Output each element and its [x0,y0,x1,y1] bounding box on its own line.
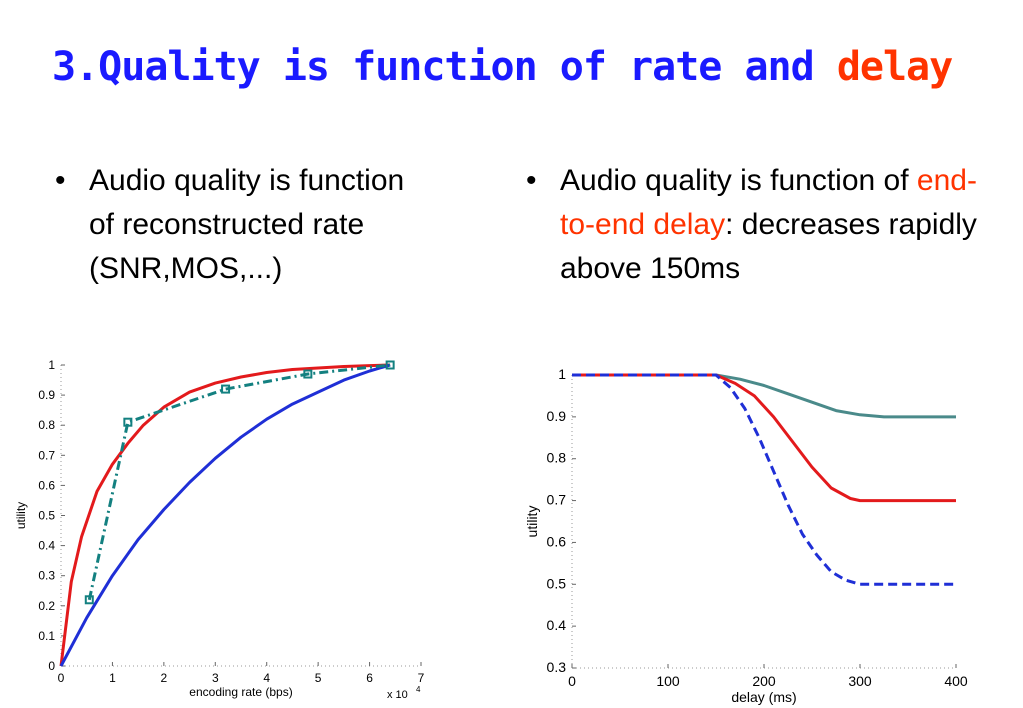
data-point-marker [303,369,313,379]
y-tick-label: 1 [558,366,566,382]
left-bullet: • Audio quality is function of reconstru… [55,159,409,291]
x-tick-label: 100 [656,673,680,689]
left-bullet-text: Audio quality is function of reconstruct… [89,164,405,285]
x-tick-label: 6 [366,671,373,685]
y-axis-label: utility [524,506,540,538]
y-tick-label: 0 [48,659,55,673]
series-line-dashed-blue [572,373,956,586]
y-tick-label: 0.6 [38,478,55,492]
y-tick-label: 0.5 [38,509,55,523]
x-tick-label: 0 [58,671,65,685]
y-tick-label: 0.7 [38,448,55,462]
delay-utility-chart: 0.3 0.4 0.5 0.6 0.7 0.8 0.9 1 0 100 200 300 400 delay… [524,366,968,705]
data-point-marker [123,417,133,427]
y-tick-label: 0.7 [547,492,567,508]
y-tick-label: 0.4 [38,539,55,553]
x-tick-label: 300 [848,673,872,689]
data-point-marker [221,384,231,394]
y-tick-label: 1 [48,358,55,372]
x-multiplier-label: x 10 [387,689,408,701]
x-multiplier-exponent: 4 [416,685,421,694]
x-tick-label: 0 [568,673,576,689]
x-tick-label: 5 [315,671,322,685]
x-axis-label: delay (ms) [731,689,796,705]
y-tick-label: 0.9 [547,408,567,424]
rate-utility-chart: 0 0.1 0.2 0.3 0.4 0.5 0.6 0.7 0.8 0.9 1 0 1 2 3 4 5 6 7 enc… [14,358,425,701]
y-tick-label: 0.1 [38,629,55,643]
x-tick-label: 2 [161,671,168,685]
x-tick-label: 1 [109,671,116,685]
y-tick-label: 0.8 [547,450,567,466]
series-line-dashdot-teal-markers [87,363,391,601]
series-line-solid-gray [572,373,956,419]
right-bullet-text-pre: Audio quality is function of [560,164,909,197]
bullet-dot: • [55,164,66,197]
title-accent: delay [836,44,953,90]
x-tick-label: 4 [263,671,270,685]
y-tick-label: 0.2 [38,599,55,613]
title-main: 3.Quality is function of rate and [52,44,815,90]
x-tick-label: 7 [418,671,425,685]
right-bullet-text-red: end-to-end delay [560,164,977,241]
x-axis-label: encoding rate (bps) [189,685,292,699]
y-tick-label: 0.5 [547,575,567,591]
right-bullet-text-post: : decreases rapidly above 150ms [560,208,977,285]
y-tick-label: 0.3 [547,659,567,675]
x-tick-label: 3 [212,671,219,685]
y-tick-label: 0.8 [38,418,55,432]
data-point-marker [385,360,395,370]
series-line-solid-red [572,373,956,503]
series-line-solid-red [59,363,391,667]
y-axis-label: utility [14,502,28,529]
bullet-dot: • [526,164,537,197]
right-bullet: • Audio quality is function of end-to-en… [526,159,1010,291]
slide-title: 3.Quality is function of rate and delay [52,44,953,90]
series-line-solid-blue [59,363,391,667]
y-tick-label: 0.4 [547,617,567,633]
y-tick-label: 0.9 [38,388,55,402]
x-tick-label: 200 [752,673,776,689]
y-tick-label: 0.3 [38,569,55,583]
y-tick-label: 0.6 [547,533,567,549]
data-point-marker [84,595,94,605]
x-tick-label: 400 [944,673,968,689]
